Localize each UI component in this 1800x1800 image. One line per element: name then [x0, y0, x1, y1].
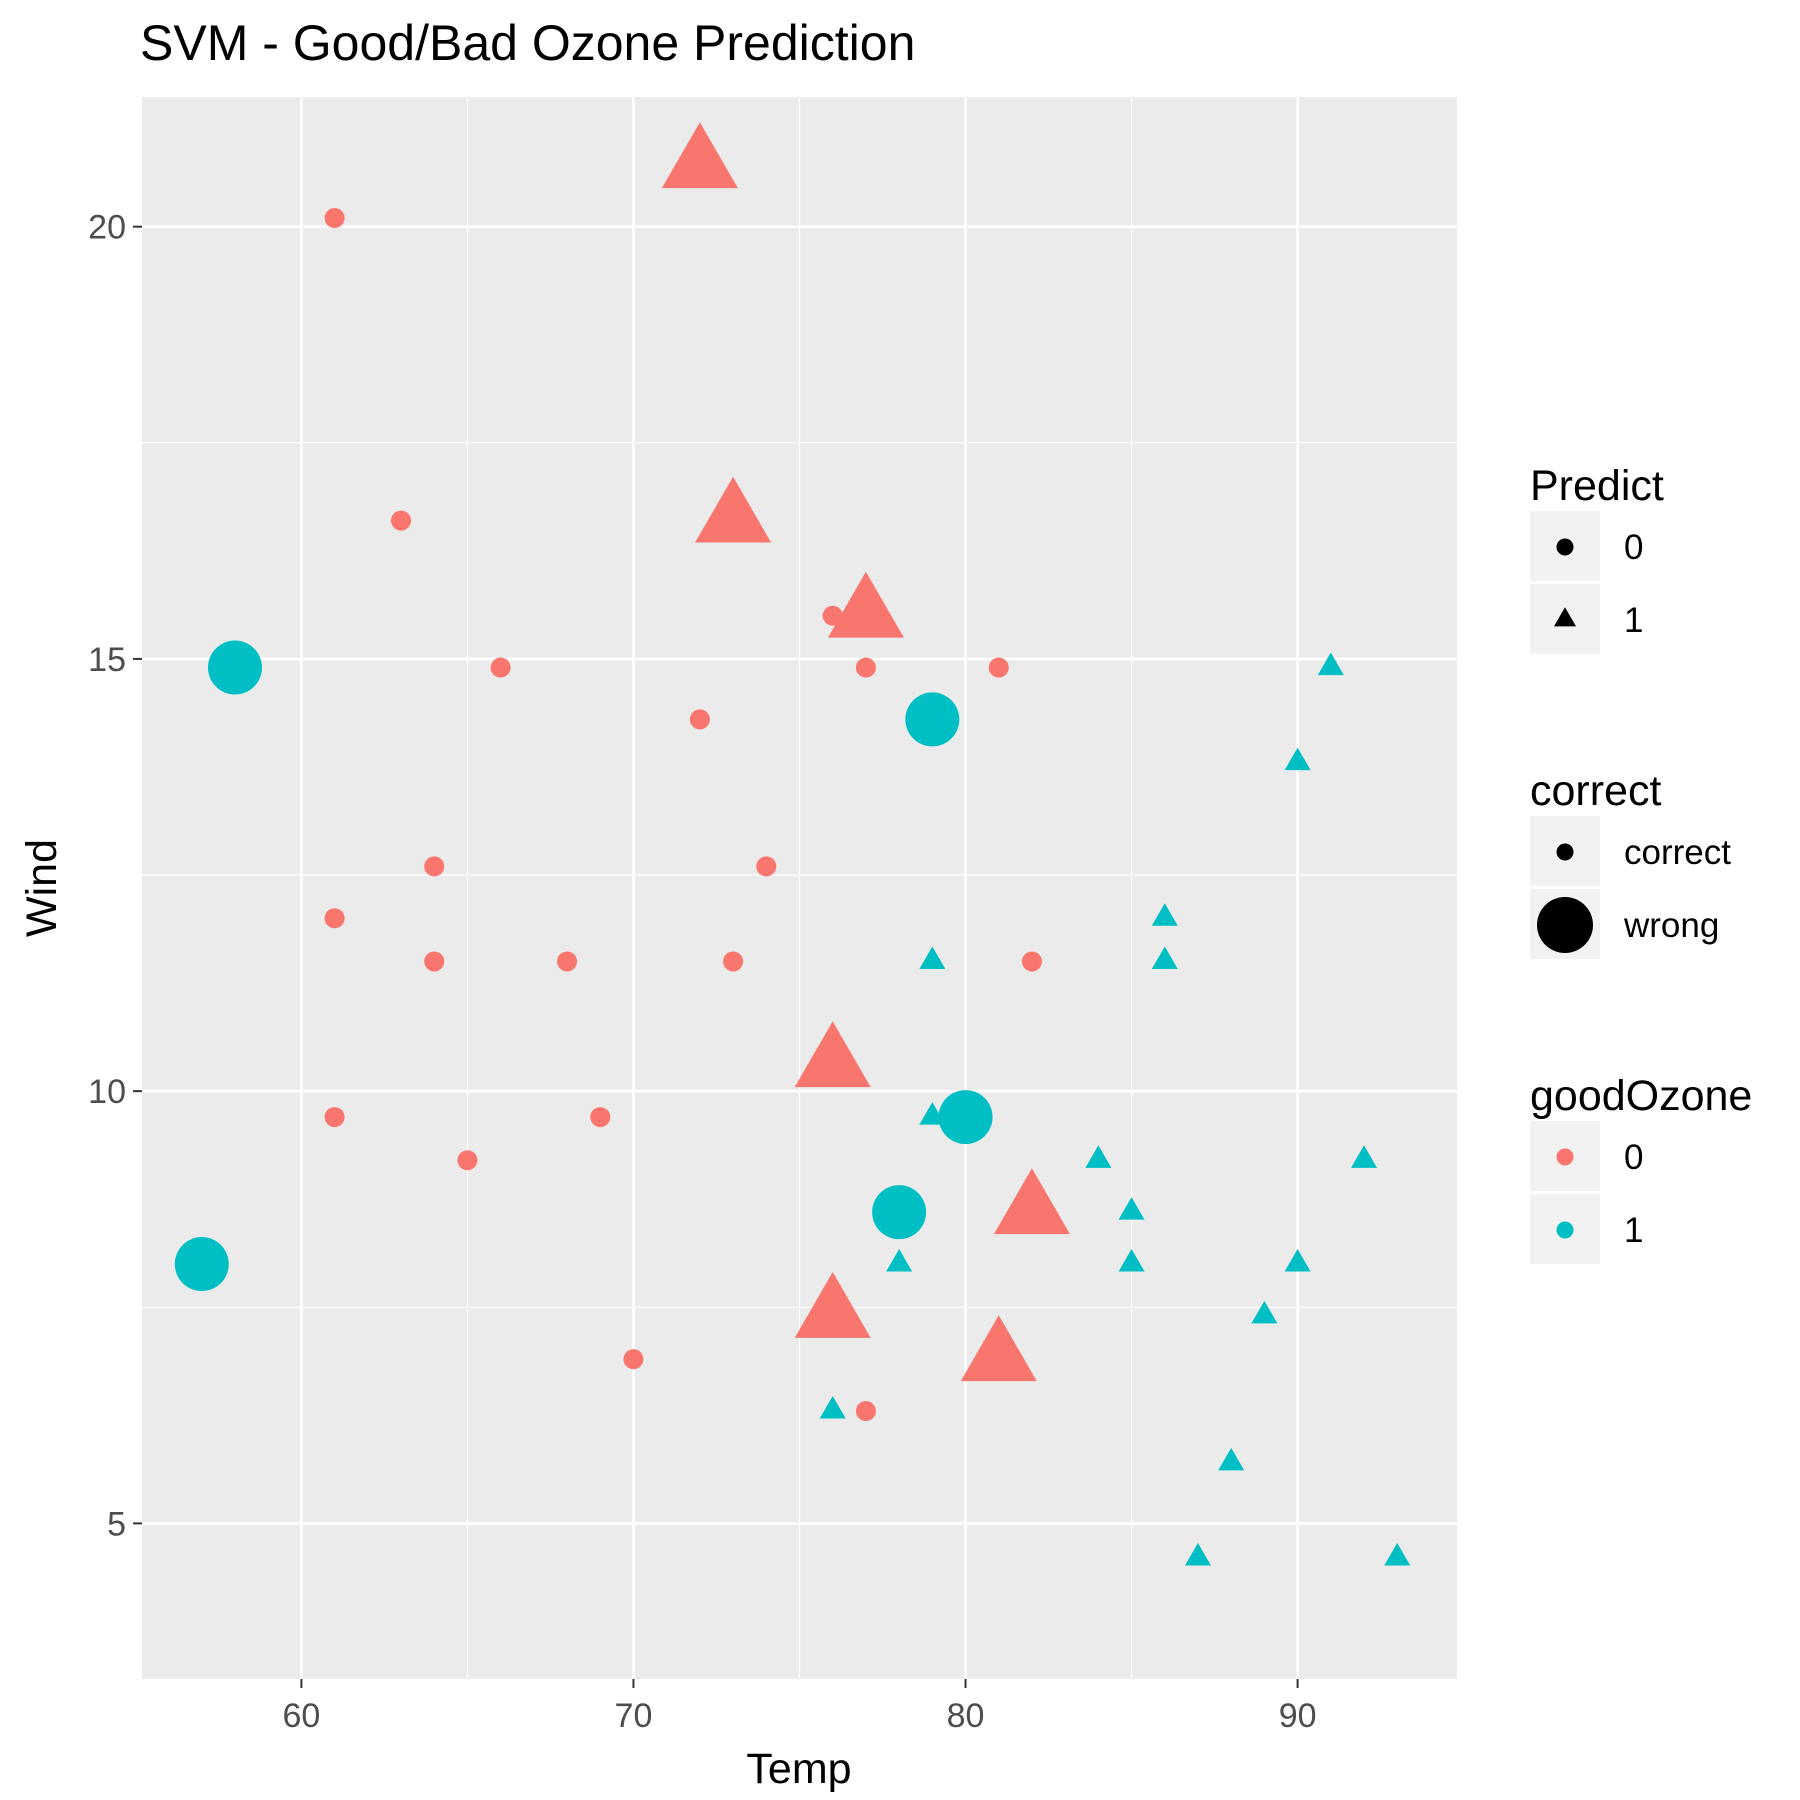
data-point [855, 657, 876, 678]
y-axis-title: Wind [18, 839, 66, 937]
data-point [886, 1249, 913, 1272]
data-point [1118, 1197, 1145, 1220]
data-point [1284, 747, 1311, 771]
data-point [324, 908, 345, 929]
data-point [855, 1401, 876, 1422]
data-point [1218, 1447, 1245, 1471]
data-point [794, 1021, 871, 1088]
data-point [938, 1090, 993, 1145]
data-point [557, 951, 578, 972]
data-point [919, 946, 946, 969]
data-point [1151, 903, 1178, 926]
data-point [1251, 1300, 1278, 1324]
legend-label: wrong [1623, 906, 1719, 945]
data-point [1184, 1542, 1211, 1566]
data-point [490, 657, 511, 678]
data-point [1351, 1145, 1378, 1168]
data-point [993, 1168, 1070, 1235]
x-axis-title: Temp [746, 1745, 851, 1793]
data-point [661, 122, 738, 189]
legend-symbol [1554, 607, 1576, 627]
data-point [756, 856, 777, 877]
data-point [424, 951, 445, 972]
data-point [695, 476, 772, 543]
y-tick-label: 10 [88, 1073, 126, 1111]
y-tick-label: 5 [107, 1505, 126, 1543]
data-point [1118, 1249, 1145, 1272]
x-tick-label: 90 [1279, 1697, 1317, 1735]
data-point [391, 510, 412, 531]
legend-title: Predict [1530, 462, 1664, 510]
gridlines [142, 97, 1457, 1679]
legend-title: goodOzone [1530, 1072, 1752, 1120]
data-point [174, 1237, 229, 1292]
data-point [827, 571, 904, 638]
data-point [1384, 1542, 1411, 1566]
x-tick-label: 70 [615, 1697, 653, 1735]
legend-group-goodozone: goodOzone 0 1 [1530, 1072, 1752, 1264]
data-point [424, 856, 445, 877]
data-point [324, 208, 345, 229]
data-point [457, 1150, 478, 1171]
x-tick-label: 80 [947, 1697, 985, 1735]
legend-symbol [1537, 897, 1593, 953]
data-point [819, 1396, 846, 1419]
data-point [1317, 652, 1344, 676]
legend-label: 0 [1624, 528, 1643, 567]
axes: 60 70 80 90 5 10 15 20 [88, 209, 1316, 1735]
data-point [689, 709, 710, 730]
legend-label: 1 [1624, 601, 1643, 640]
data-point [590, 1107, 611, 1128]
data-point [988, 657, 1009, 678]
data-points [174, 122, 1411, 1566]
data-point [905, 692, 960, 747]
y-tick-label: 15 [88, 641, 126, 679]
chart-title: SVM - Good/Bad Ozone Prediction [140, 15, 915, 71]
data-point [872, 1185, 927, 1240]
legend-symbol [1556, 538, 1574, 556]
legend-group-predict: Predict 0 1 [1530, 462, 1664, 654]
data-point [960, 1315, 1037, 1382]
legend-label: correct [1624, 833, 1731, 872]
data-point [324, 1107, 345, 1128]
legend-group-correct: correct correct wrong [1530, 767, 1731, 959]
data-point [207, 640, 262, 695]
y-tick-label: 20 [88, 209, 126, 247]
x-tick-label: 60 [282, 1697, 320, 1735]
legend-title: correct [1530, 767, 1661, 815]
data-point [623, 1349, 644, 1370]
data-point [1284, 1249, 1311, 1272]
legend-symbol [1556, 843, 1574, 861]
legend-symbol [1556, 1148, 1574, 1166]
legend-symbol [1556, 1221, 1574, 1239]
data-point [1021, 951, 1042, 972]
legend: Predict 0 1 correct correct wrong goodOzone 0 1 [1530, 462, 1752, 1264]
data-point [723, 951, 744, 972]
legend-label: 1 [1624, 1211, 1643, 1250]
data-point [1085, 1145, 1112, 1168]
legend-label: 0 [1624, 1138, 1643, 1177]
data-point [1151, 946, 1178, 969]
data-point [919, 1102, 946, 1125]
data-point [794, 1272, 871, 1338]
